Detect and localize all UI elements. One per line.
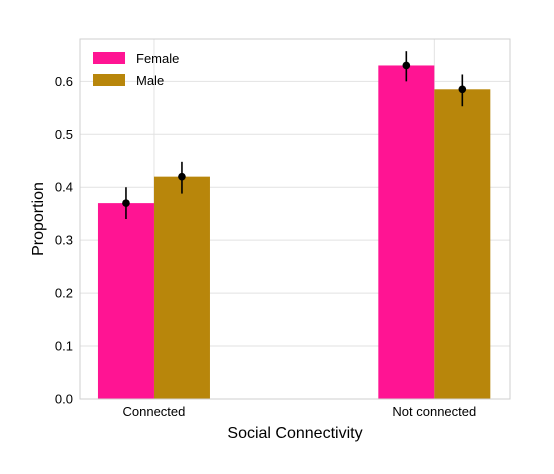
x-tick-label: Not connected [392,404,476,419]
y-axis-ticks: 0.0 0.1 0.2 0.3 0.4 0.5 0.6 [55,74,73,407]
bar-female-not-connected [378,65,434,399]
x-axis-ticks: Connected Not connected [123,404,477,419]
mean-point [178,173,186,181]
legend-label-male: Male [136,73,164,88]
bar-female-connected [98,203,154,399]
y-tick-label: 0.4 [55,180,73,195]
bar-male-not-connected [434,89,490,399]
legend-swatch-male [93,74,125,86]
mean-point [122,199,130,207]
mean-point [459,85,467,93]
y-tick-label: 0.1 [55,339,73,354]
legend-label-female: Female [136,51,179,66]
x-axis-label: Social Connectivity [227,425,362,442]
y-tick-label: 0.2 [55,286,73,301]
y-tick-label: 0.3 [55,233,73,248]
y-tick-label: 0.0 [55,392,73,407]
legend-swatch-female [93,52,125,64]
y-tick-label: 0.5 [55,127,73,142]
x-tick-label: Connected [123,404,186,419]
y-axis-label: Proportion [30,182,47,256]
mean-point [403,62,411,70]
y-tick-label: 0.6 [55,74,73,89]
bar-male-connected [154,177,210,399]
